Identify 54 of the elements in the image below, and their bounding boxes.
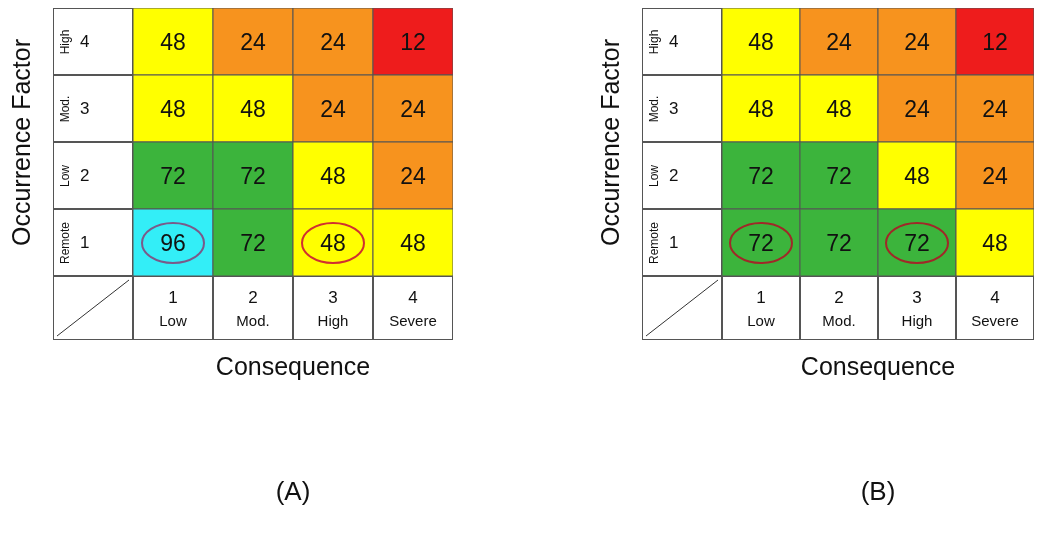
x-axis-title: Consequence: [214, 352, 372, 381]
data-label: 72: [160, 162, 186, 189]
y-tick-label: Low 2: [58, 164, 90, 187]
text: (A): [274, 476, 312, 507]
data-label: 24: [400, 95, 426, 122]
data-label: 72: [904, 229, 930, 256]
data-label: 72: [240, 229, 266, 256]
data-label: 24: [240, 28, 266, 55]
data-label: 12: [982, 28, 1008, 55]
text: (B): [859, 476, 897, 507]
y-tick-label: Mod. 3: [647, 95, 679, 122]
data-label: 72: [748, 162, 774, 189]
data-label: 48: [982, 229, 1008, 256]
data-label: 48: [400, 229, 426, 256]
data-label: 48: [240, 95, 266, 122]
data-label: 24: [320, 95, 346, 122]
data-label: 72: [826, 229, 852, 256]
x-tick-label: 2 Mod.: [822, 287, 856, 329]
data-label: 72: [240, 162, 266, 189]
data-label: 48: [904, 162, 930, 189]
data-label: 24: [904, 28, 930, 55]
data-label: 72: [826, 162, 852, 189]
y-tick-label: Remote 1: [58, 221, 90, 264]
y-tick-label: High 4: [58, 29, 90, 54]
x-tick-label: 4 Severe: [971, 287, 1019, 329]
x-tick-label: 4 Severe: [389, 287, 437, 329]
x-tick-label: 3 High: [317, 287, 349, 329]
x-tick-label: 2 Mod.: [236, 287, 270, 329]
data-label: 24: [400, 162, 426, 189]
x-tick-label: 1 Low: [159, 287, 187, 329]
data-label: 24: [982, 95, 1008, 122]
data-label: 48: [826, 95, 852, 122]
x-tick-label: 1 Low: [747, 287, 775, 329]
data-label: 48: [320, 162, 346, 189]
y-axis-title: Occurrence Factor: [595, 38, 625, 246]
x-axis-title: Consequence: [799, 352, 957, 381]
data-label: 24: [826, 28, 852, 55]
data-label: 72: [748, 229, 774, 256]
y-tick-label: Mod. 3: [58, 95, 90, 122]
data-label: 48: [748, 28, 774, 55]
data-label: 96: [160, 229, 186, 256]
y-tick-label: Low 2: [647, 164, 679, 187]
data-label: 48: [160, 28, 186, 55]
y-tick-label: Remote 1: [647, 221, 679, 264]
data-label: 24: [904, 95, 930, 122]
data-label: 24: [320, 28, 346, 55]
y-tick-label: High 4: [647, 29, 679, 54]
data-label: 48: [320, 229, 346, 256]
data-label: 48: [748, 95, 774, 122]
data-label: 24: [982, 162, 1008, 189]
data-label: 48: [160, 95, 186, 122]
y-axis-title: Occurrence Factor: [6, 38, 36, 246]
data-label: 12: [400, 28, 426, 55]
x-tick-label: 3 High: [901, 287, 933, 329]
